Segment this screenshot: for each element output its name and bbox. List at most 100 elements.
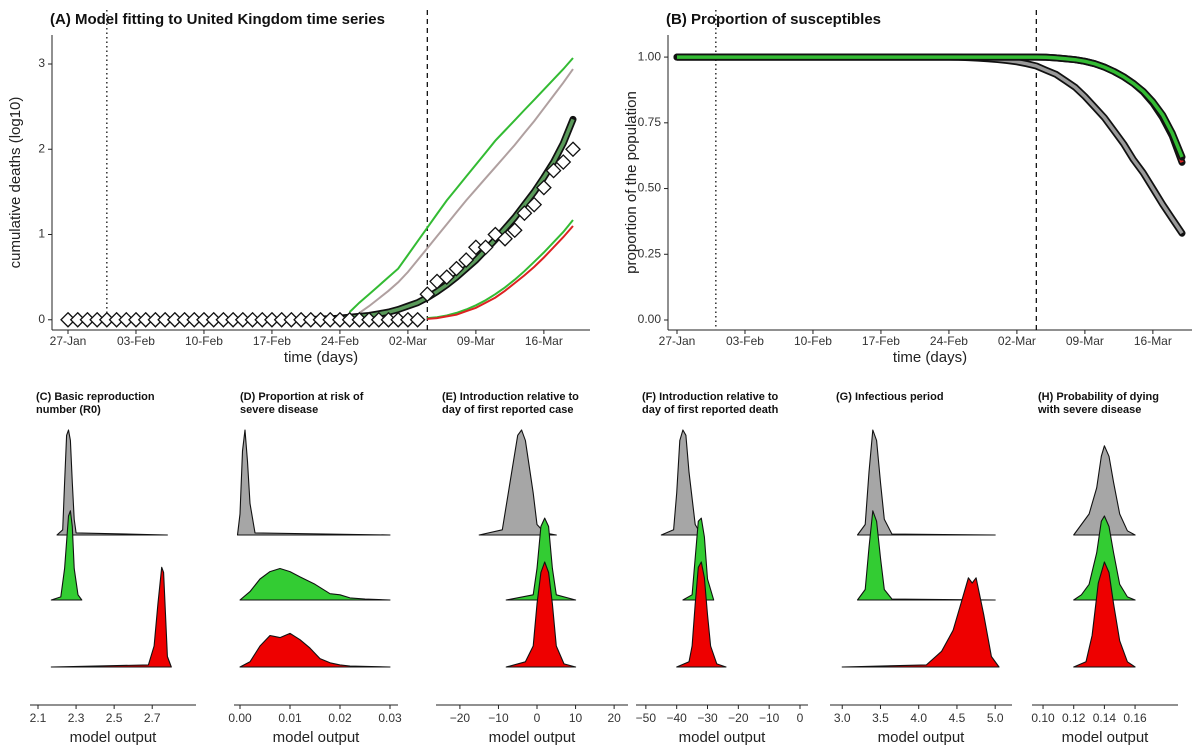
line	[358, 68, 574, 314]
observed-point	[477, 239, 494, 256]
line-outline	[673, 53, 1186, 166]
x-tick-label: −10	[488, 711, 509, 725]
panel-title: (G) Infectious period	[836, 391, 944, 403]
density-ridge	[236, 429, 391, 536]
x-tick-label: 4.0	[910, 711, 927, 725]
x-tick-label: 24-Feb	[930, 334, 968, 348]
x-tick-label: 2.5	[106, 711, 123, 725]
x-axis-title: model output	[273, 729, 361, 746]
x-tick-label: 10-Feb	[794, 334, 832, 348]
x-tick-label: 20	[607, 711, 621, 725]
y-tick-label: 1.00	[638, 49, 662, 63]
x-tick-label: 2.3	[68, 711, 85, 725]
x-tick-label: 2.1	[30, 711, 47, 725]
x-tick-label: 02-Mar	[998, 334, 1036, 348]
observed-point	[516, 205, 533, 222]
y-tick-label: 0.00	[638, 312, 662, 326]
panel-title: severe disease	[240, 404, 318, 416]
x-tick-label: 17-Feb	[862, 334, 900, 348]
x-tick-label: 3.0	[834, 711, 851, 725]
x-tick-label: 3.5	[872, 711, 889, 725]
y-tick-label: 0.50	[638, 181, 662, 195]
observed-point	[448, 260, 465, 277]
x-axis-title: model output	[1062, 729, 1150, 746]
y-axis-title: proportion of the population	[623, 91, 640, 274]
density-ridge	[239, 567, 391, 601]
observed-point	[409, 311, 426, 328]
x-tick-label: −20	[450, 711, 471, 725]
density-ridge	[841, 577, 1000, 668]
x-tick-label: 0.00	[228, 711, 252, 725]
y-tick-label: 2	[38, 141, 45, 155]
x-tick-label: 09-Mar	[457, 334, 495, 348]
x-axis-title: time (days)	[284, 349, 358, 366]
observed-point	[419, 286, 436, 303]
density-ridge	[676, 561, 727, 668]
line	[301, 118, 575, 322]
observed-point	[535, 179, 552, 196]
panel-title: (B) Proportion of susceptibles	[666, 11, 881, 28]
x-tick-label: −20	[728, 711, 749, 725]
density-ridge	[56, 429, 168, 536]
observed-point	[545, 162, 562, 179]
x-tick-label: −30	[697, 711, 718, 725]
panel-title: day of first reported death	[642, 404, 779, 416]
x-tick-label: 4.5	[949, 711, 966, 725]
density-ridge	[505, 561, 577, 668]
observed-point	[565, 141, 581, 158]
density-ridge	[50, 510, 83, 601]
x-tick-label: −50	[636, 711, 657, 725]
x-tick-label: 03-Feb	[117, 334, 155, 348]
line	[427, 219, 574, 320]
x-tick-label: 10-Feb	[185, 334, 223, 348]
x-tick-label: 0.14	[1093, 711, 1117, 725]
panel-title: with severe disease	[1037, 404, 1141, 416]
x-tick-label: 0.01	[278, 711, 302, 725]
x-tick-label: 24-Feb	[321, 334, 359, 348]
density-ridge	[505, 517, 577, 601]
panel-title: number (R0)	[36, 404, 101, 416]
x-tick-label: 0.16	[1123, 711, 1147, 725]
observed-point	[555, 154, 572, 170]
density-ridge	[1073, 515, 1136, 601]
x-tick-label: −40	[667, 711, 688, 725]
x-axis-title: time (days)	[893, 349, 967, 366]
observed-point	[526, 196, 543, 213]
x-tick-label: 2.7	[144, 711, 161, 725]
x-tick-label: 10	[569, 711, 583, 725]
x-tick-label: 0	[797, 711, 804, 725]
x-tick-label: 0.03	[378, 711, 402, 725]
density-ridge	[1073, 561, 1136, 668]
y-axis-title: cumulative deaths (log10)	[7, 97, 24, 269]
x-tick-label: 16-Mar	[1134, 334, 1172, 348]
x-tick-label: 03-Feb	[726, 334, 764, 348]
density-ridge	[50, 566, 172, 668]
line	[427, 225, 574, 320]
line	[348, 57, 574, 313]
x-tick-label: 0.10	[1031, 711, 1055, 725]
density-ridge	[682, 517, 715, 601]
x-tick-label: 0.02	[328, 711, 352, 725]
line	[677, 55, 1184, 158]
x-tick-label: 5.0	[987, 711, 1004, 725]
line-outline	[673, 53, 1186, 161]
y-tick-label: 3	[38, 56, 45, 70]
x-axis-title: model output	[489, 729, 577, 746]
observed-point	[497, 230, 513, 247]
observed-point	[438, 269, 455, 286]
line	[677, 55, 1184, 163]
density-ridge	[660, 429, 702, 536]
panel-title: (E) Introduction relative to	[442, 391, 579, 403]
x-axis-title: model output	[70, 729, 158, 746]
x-tick-label: 0	[534, 711, 541, 725]
x-tick-label: 0.12	[1062, 711, 1086, 725]
observed-point	[458, 252, 475, 269]
x-axis-title: model output	[679, 729, 767, 746]
density-ridge	[239, 632, 391, 668]
panel-title: (D) Proportion at risk of	[240, 391, 364, 403]
density-ridge	[856, 510, 996, 601]
y-tick-label: 0.25	[638, 246, 662, 260]
line	[677, 55, 1184, 235]
